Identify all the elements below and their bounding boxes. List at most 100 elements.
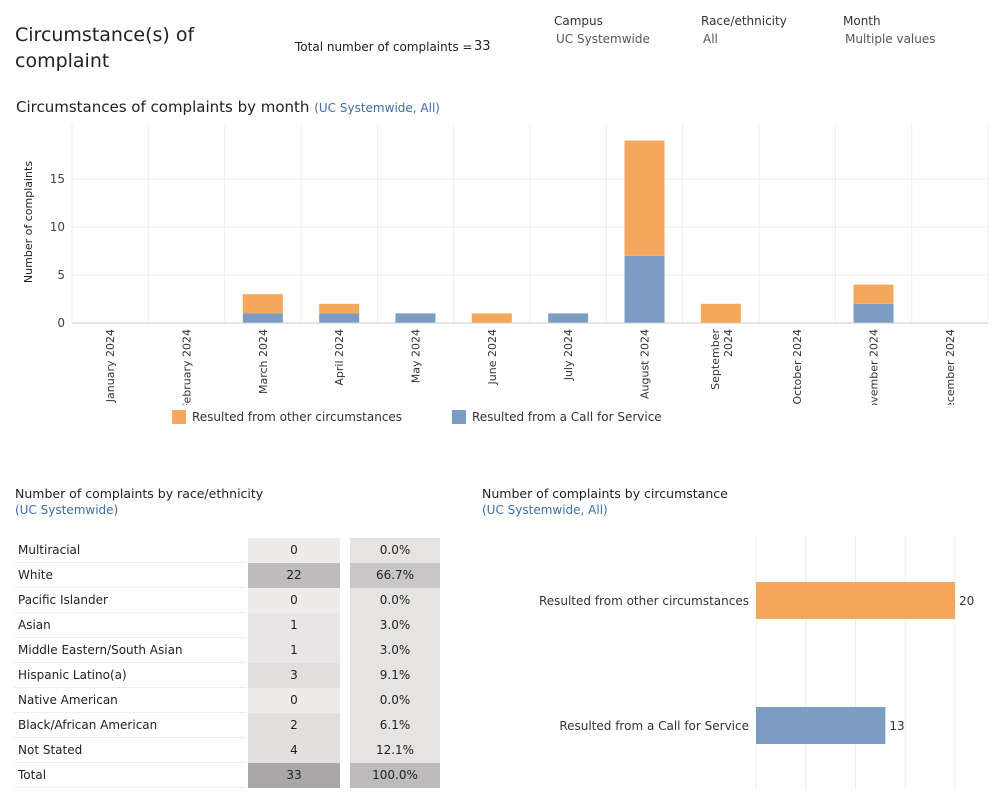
race-name: Middle Eastern/South Asian <box>18 643 183 657</box>
data-label: 13 <box>889 719 904 733</box>
circumstance-chart-title: Number of complaints by circumstance <box>482 486 728 501</box>
race-row: Pacific Islander 0 0.0% <box>14 588 440 613</box>
race-name: Hispanic Latino(a) <box>18 668 127 682</box>
race-count: 2 <box>248 713 340 738</box>
filter-month-label: Month <box>843 14 881 28</box>
x-tick-label: October 2024 <box>791 329 804 405</box>
race-row: Asian 1 3.0% <box>14 613 440 638</box>
x-tick-label: November 2024 <box>868 329 881 405</box>
x-tick-label: July 2024 <box>562 329 575 381</box>
race-table: Multiracial 0 0.0% White 22 66.7% Pacific Isla… <box>14 538 440 788</box>
y-tick-label: 5 <box>57 268 65 282</box>
race-name: Total <box>18 768 47 782</box>
x-tick-label: March 2024 <box>257 329 270 394</box>
bar-call-for-service <box>319 313 360 323</box>
x-tick-label-line: April 2024 <box>333 329 346 386</box>
x-tick-label: February 2024 <box>181 329 194 405</box>
x-tick-label: April 2024 <box>333 329 346 386</box>
race-name: Not Stated <box>18 743 83 757</box>
race-name: Asian <box>18 618 51 632</box>
bar-other-circumstances <box>471 313 512 323</box>
bar-other-circumstances <box>624 140 665 256</box>
y-tick-label: 10 <box>50 220 65 234</box>
bar-call-for-service <box>242 313 283 323</box>
bar-call-for-service <box>395 313 436 323</box>
race-name: Native American <box>18 693 118 707</box>
race-percent: 0.0% <box>350 538 440 563</box>
x-tick-label-line: December 2024 <box>944 329 957 405</box>
race-percent: 6.1% <box>350 713 440 738</box>
race-percent: 0.0% <box>350 588 440 613</box>
race-table-title: Number of complaints by race/ethnicity <box>15 486 264 501</box>
legend-item-other[interactable]: Resulted from other circumstances <box>172 410 402 424</box>
legend-swatch-call <box>452 410 466 424</box>
category-label: Resulted from other circumstances <box>539 594 749 608</box>
page-title: Circumstance(s) of complaint <box>15 24 195 72</box>
race-count: 4 <box>248 738 340 763</box>
x-tick-label-line: February 2024 <box>181 329 194 405</box>
x-tick-label: September 2024 <box>709 329 735 390</box>
race-name: Pacific Islander <box>18 593 108 607</box>
bar-other-circumstances <box>319 303 360 314</box>
race-row: Middle Eastern/South Asian 1 3.0% <box>14 638 440 663</box>
race-count: 0 <box>248 588 340 613</box>
race-percent: 66.7% <box>350 563 440 588</box>
x-tick-label-line: 2024 <box>722 329 735 357</box>
race-count: 0 <box>248 538 340 563</box>
x-tick-label-line: January 2024 <box>104 329 117 403</box>
race-count: 0 <box>248 688 340 713</box>
race-name: Black/African American <box>18 718 158 732</box>
bar-call-for-service <box>548 313 589 323</box>
legend-item-call[interactable]: Resulted from a Call for Service <box>452 410 662 424</box>
x-tick-label: June 2024 <box>486 329 499 385</box>
y-tick-label: 15 <box>50 172 65 186</box>
x-tick-label-line: May 2024 <box>410 329 423 383</box>
race-count: 1 <box>248 638 340 663</box>
y-axis-label: Number of complaints <box>22 161 35 283</box>
race-total-row: Total 33 100.0% <box>14 763 440 788</box>
race-name: Multiracial <box>18 543 81 557</box>
circumstance-chart-subtitle: (UC Systemwide, All) <box>482 503 608 517</box>
filter-month-value[interactable]: Multiple values <box>845 32 936 46</box>
bar-other-circumstances <box>700 303 741 323</box>
filter-race-label: Race/ethnicity <box>701 14 787 28</box>
category-label: Resulted from a Call for Service <box>559 719 749 733</box>
race-row: Hispanic Latino(a) 3 9.1% <box>14 663 440 688</box>
x-tick-label: December 2024 <box>944 329 957 405</box>
race-row: Multiracial 0 0.0% <box>14 538 440 563</box>
bar-call-for-service <box>624 255 665 323</box>
bar-other-circumstances <box>242 294 283 314</box>
data-label: 20 <box>959 594 974 608</box>
total-complaints-value: 33 <box>474 39 491 54</box>
filter-campus-value[interactable]: UC Systemwide <box>556 32 650 46</box>
x-tick-label-line: September <box>709 329 722 390</box>
x-tick-label-line: August 2024 <box>639 329 652 399</box>
race-percent: 12.1% <box>350 738 440 763</box>
legend-label-call: Resulted from a Call for Service <box>472 410 662 424</box>
legend-swatch-other <box>172 410 186 424</box>
race-percent: 9.1% <box>350 663 440 688</box>
x-tick-label-line: March 2024 <box>257 329 270 394</box>
monthly-chart-title-text: Circumstances of complaints by month <box>16 98 310 116</box>
total-complaints-label: Total number of complaints = <box>295 40 473 54</box>
filter-race-value[interactable]: All <box>703 32 718 46</box>
race-count: 33 <box>248 763 340 788</box>
race-percent: 3.0% <box>350 613 440 638</box>
x-tick-label-line: October 2024 <box>791 329 804 405</box>
race-percent: 100.0% <box>350 763 440 788</box>
y-tick-label: 0 <box>57 316 65 330</box>
race-table-subtitle: (UC Systemwide) <box>15 503 119 517</box>
bar-other-circumstances <box>756 582 955 619</box>
legend-label-other: Resulted from other circumstances <box>192 410 403 424</box>
bar-call-for-service <box>853 303 894 323</box>
monthly-chart-title: Circumstances of complaints by month (UC… <box>16 98 440 116</box>
race-row: Native American 0 0.0% <box>14 688 440 713</box>
race-count: 22 <box>248 563 340 588</box>
monthly-chart-subtitle: (UC Systemwide, All) <box>314 101 440 115</box>
x-tick-label: May 2024 <box>410 329 423 383</box>
x-tick-label-line: July 2024 <box>562 329 575 381</box>
x-tick-label: January 2024 <box>104 329 117 403</box>
x-tick-label-line: June 2024 <box>486 329 499 385</box>
race-row: Not Stated 4 12.1% <box>14 738 440 763</box>
filter-campus-label: Campus <box>554 14 603 28</box>
